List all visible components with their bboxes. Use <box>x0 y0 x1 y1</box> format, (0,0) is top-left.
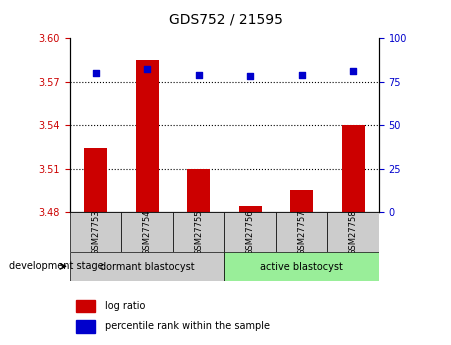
Point <box>247 73 254 79</box>
Text: GSM27756: GSM27756 <box>246 209 255 255</box>
Bar <box>341 125 365 212</box>
Text: GSM27753: GSM27753 <box>91 209 100 255</box>
Point <box>92 70 99 76</box>
Point <box>143 67 151 72</box>
Bar <box>76 299 95 312</box>
Bar <box>84 148 107 212</box>
Text: development stage: development stage <box>9 262 104 271</box>
Bar <box>290 190 313 212</box>
Text: GSM27757: GSM27757 <box>297 209 306 255</box>
FancyBboxPatch shape <box>225 252 379 281</box>
Bar <box>239 206 262 212</box>
Text: GSM27754: GSM27754 <box>143 209 152 255</box>
Point <box>195 72 202 77</box>
Point <box>298 72 305 77</box>
Bar <box>187 169 210 212</box>
FancyBboxPatch shape <box>173 212 225 252</box>
FancyBboxPatch shape <box>276 212 327 252</box>
FancyBboxPatch shape <box>327 212 379 252</box>
Text: GDS752 / 21595: GDS752 / 21595 <box>169 12 282 26</box>
Text: active blastocyst: active blastocyst <box>260 262 343 272</box>
FancyBboxPatch shape <box>70 212 121 252</box>
Point <box>350 68 357 74</box>
FancyBboxPatch shape <box>225 212 276 252</box>
Text: GSM27755: GSM27755 <box>194 209 203 255</box>
Text: percentile rank within the sample: percentile rank within the sample <box>106 322 271 332</box>
Text: dormant blastocyst: dormant blastocyst <box>100 262 194 272</box>
Text: GSM27758: GSM27758 <box>349 209 358 255</box>
Bar <box>136 60 159 212</box>
Text: log ratio: log ratio <box>106 301 146 311</box>
FancyBboxPatch shape <box>121 212 173 252</box>
Bar <box>76 320 95 333</box>
FancyBboxPatch shape <box>70 252 225 281</box>
